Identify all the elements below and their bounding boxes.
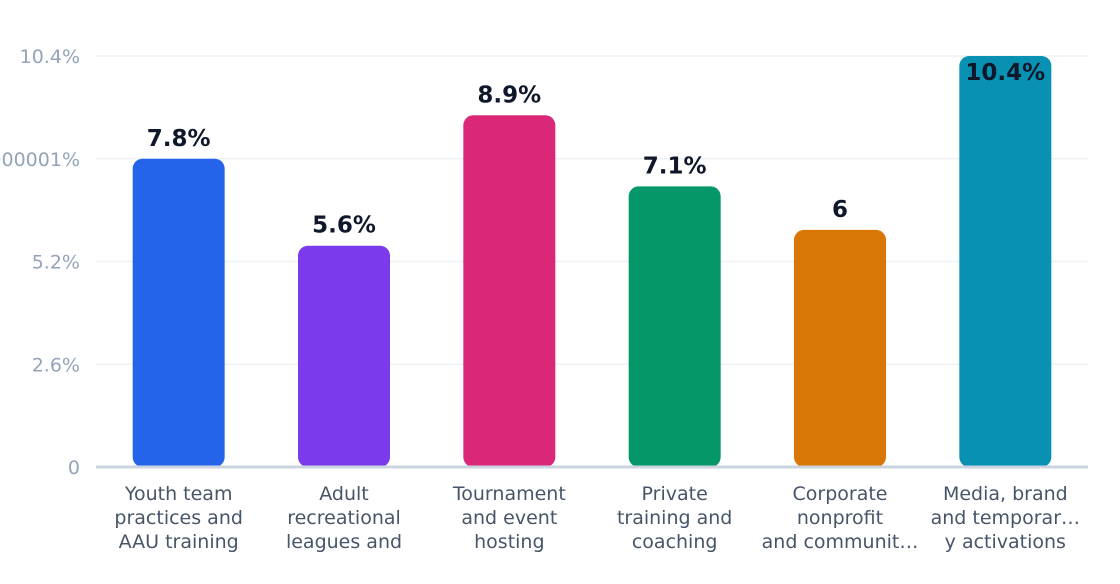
y-tick-label: 2.6% (32, 354, 80, 376)
x-tick-label-line: nonprofit (797, 507, 883, 529)
x-tick-label: Tournament and event hosting (452, 483, 566, 553)
x-tick-label-line: Corporate (793, 483, 888, 505)
bars (132, 56, 1052, 468)
x-tick-label: Corporate nonprofit and communit… (762, 483, 919, 553)
y-axis-ticks: 0 2.6% 5.2% 7.800000000000001% 10.4% (0, 46, 80, 479)
x-tick-label-line: and communit… (762, 531, 919, 553)
data-label: 6 (832, 197, 848, 223)
data-labels: 7.8% 5.6% 8.9% 7.1% 6 10.4% (147, 60, 1045, 239)
x-axis-ticks: Youth team practices and AAU training Adult… (114, 483, 1080, 553)
y-tick-label: 5.2% (32, 252, 80, 274)
bar (463, 115, 556, 468)
data-label: 10.4% (965, 60, 1045, 86)
y-tick-label: 7.800000000000001% (0, 149, 80, 171)
x-tick-label-line: and temporar… (931, 507, 1080, 529)
bar (298, 245, 390, 467)
bar (132, 158, 225, 467)
x-tick-label: Private training and coaching (617, 483, 732, 553)
bar (628, 186, 721, 468)
x-tick-label-line: Adult (319, 483, 369, 505)
y-tick-label: 0 (68, 457, 80, 479)
x-tick-label-line: Media, brand (943, 483, 1068, 505)
data-label: 5.6% (312, 213, 376, 239)
bar (794, 229, 886, 467)
data-label: 7.8% (147, 126, 211, 152)
x-tick-label-line: AAU training (119, 531, 239, 553)
x-tick-label-line: and event (461, 507, 557, 529)
bar (959, 56, 1052, 467)
x-tick-label-line: leagues and (286, 531, 402, 553)
x-tick-label-line: training and (617, 507, 732, 529)
x-tick-label-line: hosting (474, 531, 544, 553)
x-tick-label-line: coaching (632, 531, 718, 553)
x-tick-label-line: Private (642, 483, 708, 505)
x-tick-label-line: Tournament (452, 483, 566, 505)
gridlines (96, 55, 1088, 365)
x-tick-label-line: recreational (287, 507, 401, 529)
x-tick-label-line: y activations (945, 531, 1066, 553)
data-label: 8.9% (477, 82, 541, 108)
data-label: 7.1% (643, 153, 707, 179)
x-tick-label-line: practices and (114, 507, 243, 529)
x-tick-label-line: Youth team (124, 483, 233, 505)
x-tick-label: Media, brand and temporar… y activations (931, 483, 1080, 553)
y-tick-label: 10.4% (20, 46, 80, 68)
x-tick-label: Adult recreational leagues and (286, 483, 402, 553)
x-tick-label: Youth team practices and AAU training (114, 483, 243, 553)
